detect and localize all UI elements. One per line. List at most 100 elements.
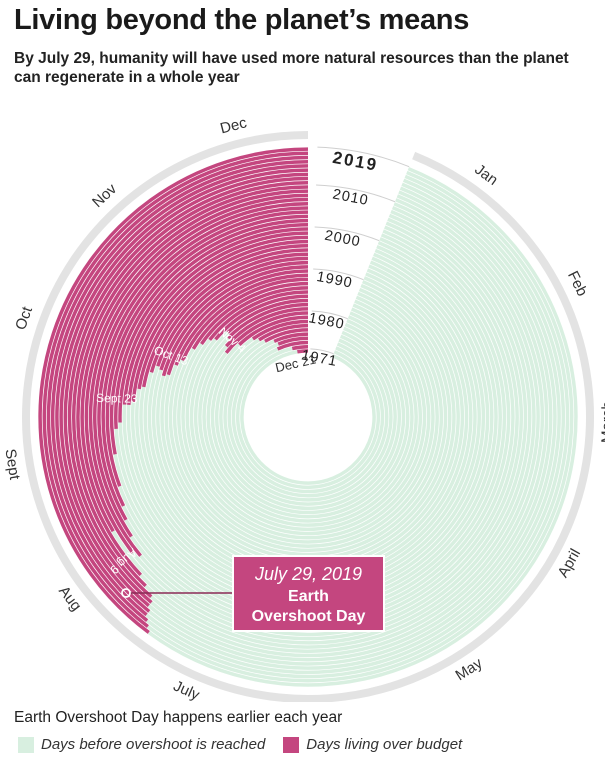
- bar-before-1997: [130, 252, 486, 595]
- year-guide-2000: [314, 226, 380, 242]
- legend-swatch-over: [283, 736, 300, 753]
- bar-before-1990: [160, 280, 456, 565]
- bar-over-2018: [42, 151, 309, 628]
- overshoot-date-1971: Dec 21: [274, 351, 318, 375]
- month-ring-arc: [22, 131, 595, 702]
- bar-over-1986: [200, 286, 309, 345]
- bar-before-1987: [172, 291, 444, 553]
- bar-over-1982: [226, 302, 309, 340]
- bar-before-2011: [144, 198, 545, 654]
- bar-before-1984: [185, 303, 431, 540]
- bar-before-2009: [111, 205, 536, 645]
- year-guide-1990: [313, 268, 364, 281]
- bar-before-2001: [114, 237, 502, 611]
- bar-over-2002: [109, 218, 309, 455]
- callout-label-1: Earth: [288, 588, 329, 605]
- bar-before-1988: [168, 287, 448, 557]
- year-label-2019: 2019: [331, 148, 380, 175]
- legend: Days before overshoot is reached Days li…: [18, 736, 462, 753]
- bar-before-1981: [198, 315, 418, 527]
- bar-over-2013: [63, 172, 309, 604]
- month-label-july: July: [171, 677, 203, 702]
- bar-over-2006: [93, 202, 309, 538]
- bar-over-2005: [97, 206, 309, 521]
- bar-before-1974: [227, 342, 389, 498]
- bar-before-2002: [113, 233, 507, 616]
- bar-over-1996: [137, 244, 309, 390]
- year-guide-2010: [316, 184, 396, 203]
- overshoot-date-2000: Sept 23: [96, 391, 138, 406]
- bar-over-1985: [208, 290, 309, 341]
- bar-before-2014: [147, 186, 557, 666]
- month-label-feb: Feb: [564, 268, 591, 299]
- labels-layer: JanFebMarchAprilMayJuneJulyAugSeptOctNov…: [1, 114, 605, 702]
- month-label-dec: Dec: [218, 114, 249, 137]
- bar-over-1984: [214, 294, 309, 341]
- bar-before-1972: [235, 346, 381, 490]
- bar-over-1980: [224, 311, 309, 354]
- bar-before-1985: [181, 299, 435, 544]
- bar-before-2010: [139, 202, 540, 649]
- bar-before-1989: [164, 283, 452, 561]
- bar-before-2000: [118, 241, 498, 607]
- legend-swatch-before: [18, 736, 34, 753]
- bar-over-1997: [131, 239, 309, 403]
- bar-before-2013: [150, 190, 553, 662]
- bar-over-1991: [161, 265, 309, 377]
- year-guide-1980: [311, 310, 348, 320]
- radial-overshoot-chart: JanFebMarchAprilMayJuneJulyAugSeptOctNov…: [1, 114, 605, 702]
- bar-before-2005: [124, 221, 519, 628]
- bar-over-1999: [122, 231, 309, 405]
- bar-before-1973: [231, 346, 385, 494]
- bar-before-1995: [139, 260, 477, 586]
- month-label-oct: Oct: [12, 304, 36, 332]
- bars-layer: [38, 147, 578, 687]
- year-guide-2019: [317, 146, 410, 168]
- bar-over-1987: [191, 281, 309, 350]
- bar-over-1989: [174, 273, 309, 366]
- bar-before-2004: [121, 225, 515, 624]
- bar-over-2012: [67, 176, 309, 599]
- bar-before-1978: [210, 326, 406, 515]
- callout: July 29, 2019 Earth Overshoot Day: [121, 555, 385, 632]
- bar-before-2015: [148, 182, 561, 670]
- chart-note: Earth Overshoot Day happens earlier each…: [14, 709, 343, 726]
- bar-over-1998: [127, 235, 309, 405]
- year-label-1980: 1980: [307, 310, 346, 333]
- legend-label-before: Days before overshoot is reached: [41, 736, 266, 753]
- bar-before-2016: [145, 178, 566, 674]
- bar-over-2004: [101, 210, 309, 507]
- month-label-march: March: [599, 401, 605, 443]
- bar-before-1977: [214, 330, 402, 511]
- bar-over-1981: [224, 307, 309, 348]
- bar-over-1995: [141, 248, 309, 388]
- bar-before-1976: [219, 334, 397, 506]
- bar-before-1983: [189, 307, 427, 536]
- bar-over-2008: [84, 193, 309, 554]
- bar-before-2019: [147, 166, 578, 687]
- month-ring: [22, 131, 595, 702]
- bar-before-2012: [150, 194, 549, 658]
- bar-over-1974: [277, 336, 309, 346]
- bar-over-2014: [59, 168, 309, 607]
- bar-before-2003: [118, 229, 511, 620]
- bar-over-1976: [264, 328, 309, 343]
- bar-over-1973: [276, 340, 309, 351]
- bar-over-1990: [166, 269, 309, 376]
- year-label-1971: 1971: [300, 347, 339, 370]
- bar-over-1971: [297, 349, 309, 354]
- bar-over-2009: [80, 189, 309, 533]
- bar-before-1980: [202, 319, 414, 523]
- bar-over-2000: [118, 227, 309, 423]
- bar-before-1971: [240, 350, 376, 485]
- bar-before-2006: [129, 217, 523, 632]
- bar-before-1999: [122, 244, 494, 603]
- year-label-1990: 1990: [315, 269, 354, 292]
- bar-over-2003: [105, 214, 309, 487]
- bar-before-1996: [135, 256, 481, 590]
- bar-over-2016: [50, 159, 309, 617]
- bar-over-2001: [114, 223, 309, 429]
- bar-before-1986: [177, 295, 439, 548]
- bar-over-1978: [251, 319, 309, 341]
- bar-over-1975: [273, 332, 309, 343]
